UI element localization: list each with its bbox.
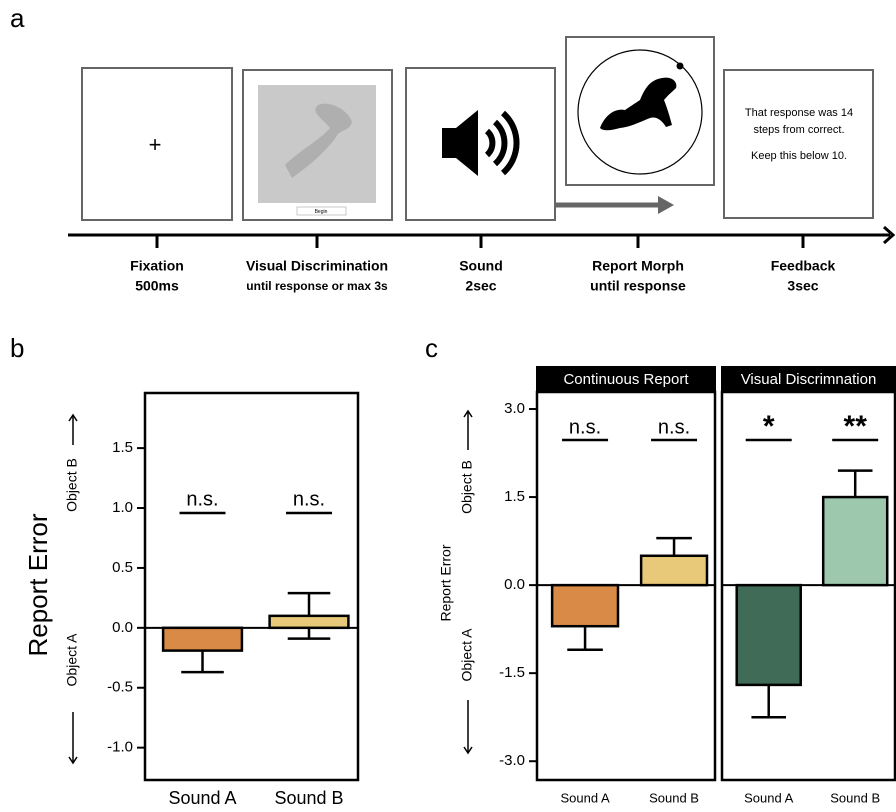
x-tick-label: Sound B: [830, 790, 880, 805]
feedback-text: steps from correct.: [753, 124, 844, 136]
direction-label: Object B: [459, 460, 475, 514]
step-name: Feedback: [771, 258, 836, 274]
step-name: Sound: [459, 258, 503, 274]
x-tick-label: Sound B: [274, 788, 343, 808]
bar: [268, 614, 350, 630]
step-name: Fixation: [130, 258, 184, 274]
fixation-symbol: +: [149, 132, 162, 157]
direction-label: Object A: [459, 628, 475, 682]
x-tick-label: Sound A: [560, 790, 609, 805]
y-tick-label: 1.5: [504, 488, 525, 505]
significance-label: *: [763, 410, 775, 443]
report-box: [565, 36, 715, 186]
bar: [550, 583, 620, 628]
feedback-text: Keep this below 10.: [751, 150, 847, 162]
button-text: Begin: [315, 209, 328, 215]
x-tick-label: Sound A: [168, 788, 236, 808]
seal-silhouette: [600, 77, 677, 131]
x-tick-label: Sound B: [649, 790, 699, 805]
significance-label: n.s.: [658, 416, 690, 438]
step-detail: 3sec: [787, 278, 818, 294]
panel-label: a: [10, 3, 25, 33]
timeline-arrowhead: [883, 225, 896, 245]
begin-button[interactable]: [296, 206, 347, 216]
facet-title: Continuous Report: [563, 371, 689, 388]
significance-label: n.s.: [186, 488, 218, 510]
facet-title: Visual Discrimnation: [741, 371, 877, 388]
direction-label: Object B: [64, 458, 80, 512]
y-tick-label: 3.0: [504, 400, 525, 417]
y-tick-label: 0.0: [112, 619, 133, 636]
wheel-handle[interactable]: [676, 62, 684, 70]
step-detail: until response or max 3s: [246, 279, 388, 293]
y-tick-label: -3.0: [499, 752, 525, 769]
flow-arrowhead: [658, 196, 674, 214]
direction-arrows: [68, 409, 473, 765]
sound-box: [405, 67, 556, 221]
step-name: Report Morph: [592, 258, 684, 274]
y-tick-label: -1.0: [107, 739, 133, 756]
y-axis-label: Report Error: [438, 544, 454, 621]
y-tick-label: 0.0: [504, 576, 525, 593]
y-tick-label: -0.5: [107, 679, 133, 696]
feedback-text: That response was 14: [745, 107, 853, 119]
y-axis-label: Report Error: [23, 513, 53, 656]
y-tick-label: 0.5: [112, 559, 133, 576]
report-wheel: [577, 49, 703, 175]
significance-label: n.s.: [293, 488, 325, 510]
step-name: Visual Discrimination: [246, 258, 388, 274]
plot-frame: [143, 391, 360, 782]
significance-label: **: [844, 410, 868, 443]
panel-label: b: [10, 333, 24, 363]
direction-label: Object A: [64, 633, 80, 687]
x-tick-label: Sound A: [744, 790, 793, 805]
speaker-icon: [442, 110, 520, 176]
bar: [735, 583, 802, 687]
facet-header: [721, 366, 896, 392]
step-detail: 2sec: [465, 278, 496, 294]
y-tick-label: 1.0: [112, 499, 133, 516]
bar: [161, 626, 244, 652]
y-tick-label: 1.5: [112, 439, 133, 456]
bar: [821, 495, 889, 587]
step-detail: until response: [590, 278, 686, 294]
morph-shape: [285, 103, 352, 178]
facet-header: [536, 366, 716, 392]
panel-label: c: [425, 333, 438, 363]
bar: [639, 554, 709, 587]
feedback-box: [723, 69, 874, 219]
y-tick-label: -1.5: [499, 664, 525, 681]
significance-label: n.s.: [569, 416, 601, 438]
fixation-box: [81, 67, 233, 221]
step-detail: 500ms: [135, 278, 179, 294]
